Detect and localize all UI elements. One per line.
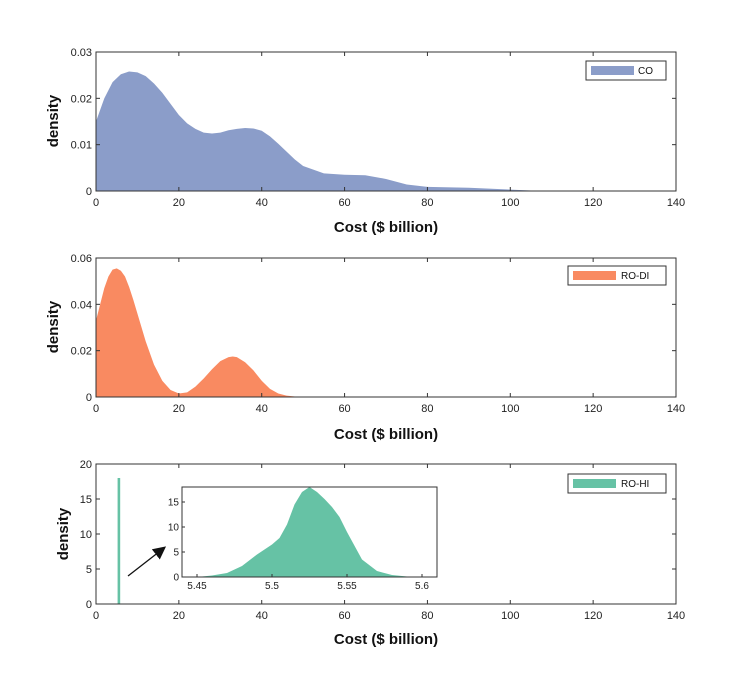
inset-frame-border [181, 486, 438, 578]
x-axis-label: Cost ($ billion) [334, 631, 438, 648]
legend-label: RO-HI [621, 479, 649, 490]
x-tick-label: 140 [667, 403, 685, 415]
x-tick-label: 80 [421, 610, 433, 622]
inset-y-tick-label: 0 [173, 573, 179, 584]
x-tick-label: 120 [584, 197, 602, 209]
legend-swatch [573, 271, 616, 280]
legend: RO-DI [567, 265, 667, 286]
inset-x-tick-label: 5.6 [415, 581, 429, 592]
x-tick-label: 40 [256, 197, 268, 209]
y-tick-label: 0.03 [71, 47, 92, 59]
axes-frame [95, 51, 677, 192]
x-tick-label: 80 [421, 403, 433, 415]
inset-x-tick-label: 5.5 [265, 581, 279, 592]
inset-x-tick-label: 5.55 [337, 581, 357, 592]
x-tick-label: 100 [501, 610, 519, 622]
x-tick-label: 140 [667, 610, 685, 622]
zoom-arrow [127, 546, 167, 577]
x-tick-label: 0 [93, 610, 99, 622]
legend-box [567, 473, 667, 494]
x-tick-label: 0 [93, 197, 99, 209]
x-tick-label: 140 [667, 197, 685, 209]
y-tick-label: 10 [80, 529, 92, 541]
x-tick-label: 40 [256, 403, 268, 415]
legend-box [567, 265, 667, 286]
inset-x-tick-label: 5.45 [187, 581, 207, 592]
density-area [96, 268, 304, 397]
x-axis-label: Cost ($ billion) [334, 426, 438, 443]
x-tick-label: 60 [338, 610, 350, 622]
x-tick-label: 20 [173, 403, 185, 415]
legend-label: RO-DI [621, 271, 649, 282]
x-tick-label: 20 [173, 197, 185, 209]
y-axis-label: density [55, 507, 72, 560]
y-tick-label: 0.02 [71, 93, 92, 105]
panel-ro-hi: Cost ($ billion) density RO-HI 5.45 5.5 5.… [55, 459, 685, 648]
y-tick-label: 5 [86, 564, 92, 576]
x-tick-label: 40 [256, 610, 268, 622]
x-tick-label: 60 [338, 403, 350, 415]
y-tick-label: 0 [86, 599, 92, 611]
x-tick-label: 0 [93, 403, 99, 415]
x-tick-label: 120 [584, 610, 602, 622]
inset-y-tick-label: 5 [173, 548, 179, 559]
y-axis-label: density [45, 94, 62, 147]
density-spike [117, 478, 121, 604]
y-tick-label: 0.01 [71, 140, 92, 152]
x-tick-label: 100 [501, 403, 519, 415]
y-tick-label: 20 [80, 459, 92, 471]
inset-y-tick-label: 10 [168, 523, 180, 534]
legend-swatch [573, 479, 616, 488]
x-tick-label: 100 [501, 197, 519, 209]
x-tick-label: 60 [338, 197, 350, 209]
y-tick-label: 15 [80, 494, 92, 506]
panel-ro-di: Cost ($ billion) density RO-DI 0 20 40 60 80… [45, 253, 685, 443]
density-area [96, 71, 544, 191]
x-tick-label: 120 [584, 403, 602, 415]
y-axis-label: density [45, 300, 62, 353]
y-tick-label: 0.04 [71, 299, 92, 311]
x-tick-label: 80 [421, 197, 433, 209]
y-tick-label: 0 [86, 186, 92, 198]
panel-co: Cost ($ billion) density CO 0 20 40 60 80 100… [45, 47, 685, 236]
inset-y-tick-label: 15 [168, 498, 180, 509]
x-axis-label: Cost ($ billion) [334, 219, 438, 236]
legend-swatch [591, 66, 634, 75]
inset-zoom: 5.45 5.5 5.55 5.6 0 5 10 15 [168, 486, 438, 592]
inset-density-area [197, 487, 422, 577]
y-tick-label: 0 [86, 392, 92, 404]
y-tick-label: 0.06 [71, 253, 92, 265]
legend-label: CO [638, 66, 653, 77]
x-tick-label: 20 [173, 610, 185, 622]
y-tick-label: 0.02 [71, 346, 92, 358]
axes-frame [95, 257, 677, 398]
legend: RO-HI [567, 473, 667, 494]
legend: CO [585, 60, 667, 81]
